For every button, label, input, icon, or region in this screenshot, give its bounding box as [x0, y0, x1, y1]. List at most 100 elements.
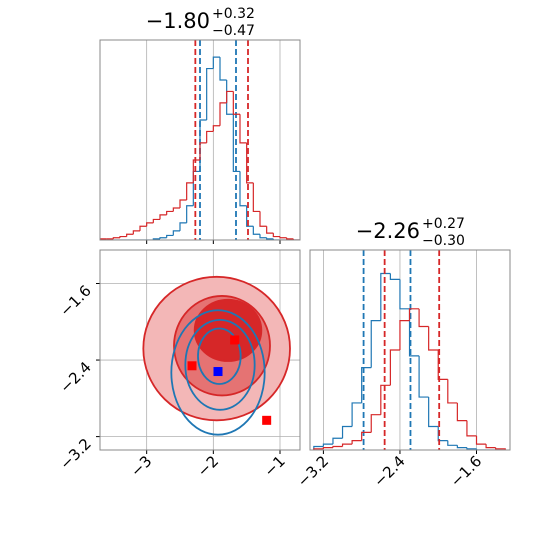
title-lower: −0.30	[422, 233, 465, 249]
histogram-step	[212, 125, 220, 132]
histogram-step	[259, 234, 267, 239]
histogram-step	[166, 234, 174, 238]
histogram-step	[399, 319, 410, 350]
histogram-step	[447, 440, 458, 446]
histogram-step	[286, 237, 294, 240]
histogram-step	[172, 207, 180, 212]
histogram-step	[152, 218, 160, 223]
histogram-step	[159, 237, 167, 239]
histogram-step	[380, 272, 391, 321]
histogram-step	[322, 443, 333, 447]
histogram-step	[172, 230, 180, 236]
histogram-step	[199, 142, 207, 160]
histogram-step	[159, 214, 167, 220]
histogram-step	[351, 402, 362, 427]
histogram-step	[252, 182, 260, 213]
y-tick-label: −1.6	[56, 282, 94, 320]
histogram-step	[418, 355, 429, 398]
histogram-step	[266, 226, 274, 234]
histogram-step	[380, 384, 391, 415]
histogram-step	[186, 182, 194, 200]
x-tick-label: −3.2	[294, 452, 332, 490]
marker	[262, 415, 272, 425]
title-lower: −0.47	[212, 23, 255, 39]
histogram-step	[126, 233, 134, 237]
histogram-step	[219, 102, 227, 126]
histogram-step	[466, 420, 477, 437]
histogram-step	[456, 402, 467, 422]
histogram-step	[199, 119, 207, 172]
histogram-step	[192, 170, 200, 206]
axes-frame	[309, 249, 511, 451]
histogram-step	[322, 447, 333, 449]
histogram-step	[428, 397, 439, 428]
histogram-step	[428, 326, 439, 351]
histogram-step	[408, 308, 420, 357]
contour-level	[170, 309, 266, 436]
histogram-step	[232, 91, 240, 115]
histogram-step	[370, 414, 381, 433]
x-tick-label: −2.4	[370, 452, 408, 490]
x-tick-label: −2	[194, 452, 222, 480]
histogram-step	[361, 367, 372, 403]
title-upper: +0.27	[422, 216, 465, 232]
histogram-step	[361, 431, 372, 441]
histogram-step	[279, 236, 287, 239]
contour-level	[184, 318, 256, 411]
histogram-step	[259, 211, 267, 227]
histogram-step	[418, 308, 429, 328]
histogram-step	[246, 142, 254, 184]
histogram-step	[100, 238, 107, 240]
histogram-step	[179, 199, 187, 208]
marker	[187, 361, 197, 371]
axes-frame	[99, 39, 301, 241]
contour-level	[197, 327, 242, 385]
histogram-step	[146, 222, 154, 227]
title-value: −1.80	[146, 9, 210, 33]
x-tick-label: −1.6	[447, 452, 485, 490]
histogram-step	[219, 57, 227, 81]
histogram-step	[192, 159, 200, 183]
x-tick-label: −3	[127, 452, 155, 480]
histogram-step	[226, 80, 234, 115]
marker	[213, 367, 223, 377]
histogram-step	[272, 238, 280, 240]
histogram-step	[408, 308, 420, 321]
x-tick-label: −1	[260, 452, 288, 480]
histogram-step	[132, 230, 140, 235]
histogram-step	[139, 225, 147, 231]
histogram-step	[226, 90, 234, 103]
histogram-step	[456, 445, 467, 449]
histogram-step	[485, 444, 496, 449]
histogram-step	[332, 445, 343, 448]
y-tick-label: −3.2	[56, 435, 94, 473]
histogram-step	[212, 56, 220, 69]
histogram-step	[370, 319, 381, 368]
marker	[230, 335, 240, 345]
histogram-step	[389, 349, 400, 386]
histogram-step	[252, 226, 260, 235]
histogram-step	[437, 350, 448, 381]
histogram-step	[351, 439, 362, 445]
histogram-step	[341, 443, 353, 447]
histogram-step	[475, 448, 487, 450]
histogram-step	[341, 425, 353, 439]
histogram-step	[495, 447, 506, 450]
histogram-step	[239, 114, 247, 144]
histogram-step	[239, 171, 247, 207]
histogram-step	[112, 237, 120, 239]
histogram-step	[389, 273, 400, 281]
histogram-step	[119, 235, 127, 238]
histogram-step	[166, 210, 174, 215]
plot-area	[100, 40, 300, 240]
histogram-step	[232, 114, 240, 173]
histogram-step	[206, 67, 214, 120]
histogram-step	[475, 435, 487, 445]
histogram-step	[437, 426, 448, 442]
histogram-step	[272, 233, 280, 238]
histogram-step	[466, 447, 477, 450]
y-tick-label: −2.4	[56, 358, 94, 396]
histogram-step	[399, 279, 410, 310]
histogram-step	[186, 205, 194, 223]
